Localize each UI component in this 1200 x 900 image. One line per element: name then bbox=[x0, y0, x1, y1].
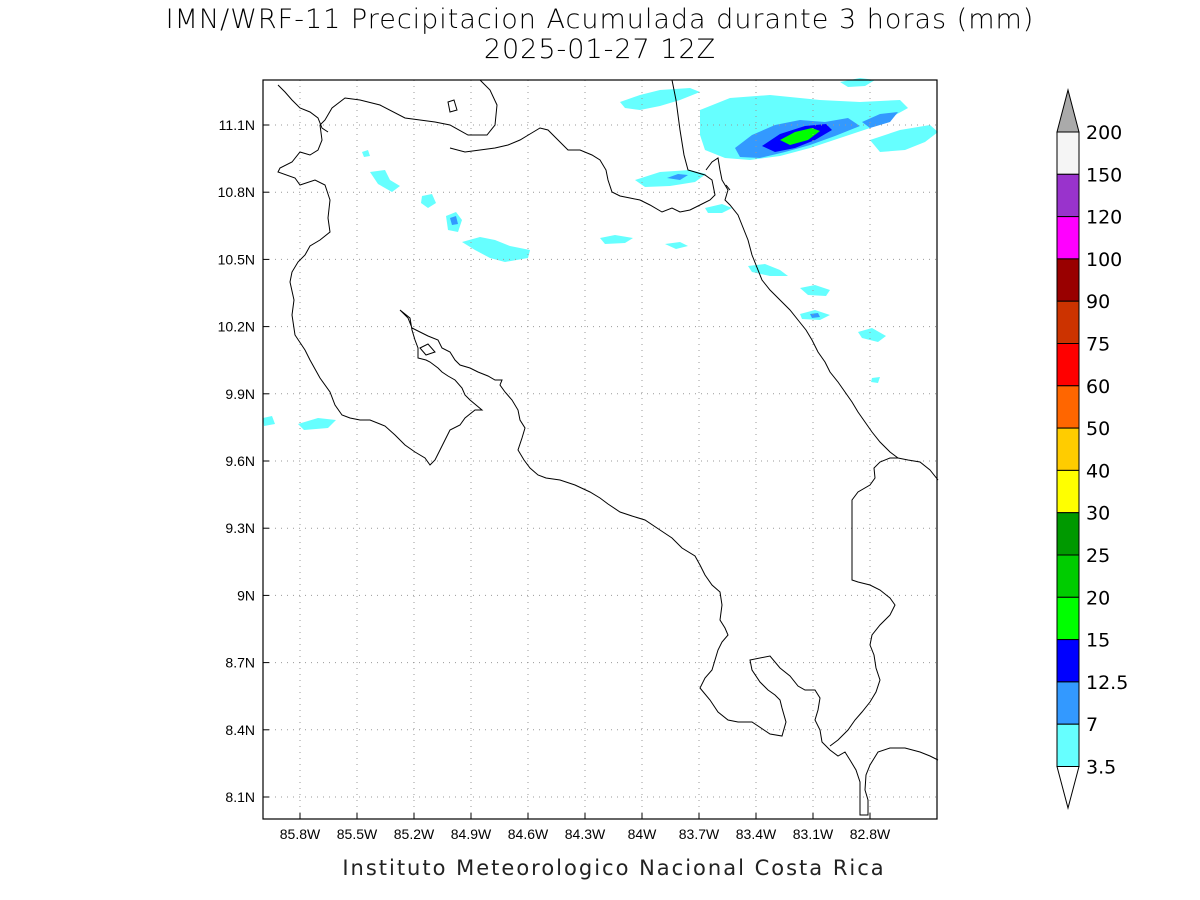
lon-tick-label: 85.8W bbox=[280, 826, 321, 842]
map-grid bbox=[263, 80, 937, 819]
precip-patch bbox=[667, 174, 688, 180]
lat-tick-label: 9.3N bbox=[225, 520, 255, 536]
colorbar: 200 150 120 100 90 75 60 50 40 30 25 20 15 12.5 7 3.5 bbox=[1056, 88, 1128, 810]
colorbar-segment bbox=[1056, 723, 1080, 768]
precip-patch bbox=[780, 128, 820, 145]
colorbar-segment bbox=[1056, 173, 1080, 218]
gulf-island bbox=[419, 343, 436, 356]
colorbar-segment bbox=[1056, 512, 1080, 556]
precip-patch bbox=[665, 242, 688, 249]
lon-tick-label: 83.1W bbox=[793, 826, 834, 842]
precip-patch bbox=[362, 150, 370, 157]
map-date-title: 2025-01-27 12Z bbox=[483, 34, 717, 65]
lon-tick-label: 85.5W bbox=[337, 826, 378, 842]
colorbar-label: 7 bbox=[1086, 714, 1098, 736]
colorbar-label: 15 bbox=[1086, 630, 1110, 652]
precip-patch bbox=[800, 285, 830, 296]
precip-patch bbox=[871, 377, 880, 383]
colorbar-segment bbox=[1056, 681, 1080, 725]
colorbar-bottom-arrow bbox=[1056, 766, 1080, 810]
colorbar-segment bbox=[1056, 639, 1080, 683]
caribbean-coast bbox=[449, 79, 716, 213]
precip-patch bbox=[298, 418, 336, 430]
nw-coast bbox=[277, 84, 329, 133]
colorbar-segment bbox=[1056, 216, 1080, 260]
lat-tick-label: 9N bbox=[237, 587, 255, 603]
colorbar-segment bbox=[1056, 131, 1080, 175]
colorbar-segment bbox=[1056, 554, 1080, 598]
colorbar-label: 12.5 bbox=[1086, 672, 1128, 694]
colorbar-label: 75 bbox=[1086, 334, 1110, 356]
precip-patch bbox=[840, 78, 875, 87]
precip-patch bbox=[600, 235, 633, 244]
footer-credit: Instituto Meteorologico Nacional Costa R… bbox=[342, 856, 886, 880]
colorbar-label: 90 bbox=[1086, 291, 1110, 313]
precip-patch bbox=[620, 88, 700, 110]
lat-tick-label: 10.8N bbox=[218, 184, 255, 200]
precip-patch bbox=[370, 170, 400, 192]
lon-tick-label: 83.4W bbox=[736, 826, 777, 842]
lat-tick-label: 8.4N bbox=[225, 722, 255, 738]
precipitation-layer bbox=[263, 78, 938, 430]
lake-nicaragua-shore bbox=[277, 79, 939, 816]
colorbar-label: 40 bbox=[1086, 460, 1110, 482]
colorbar-segment bbox=[1056, 469, 1080, 514]
map-title: IMN/WRF-11 Precipitacion Acumulada duran… bbox=[165, 4, 1035, 35]
island-outline bbox=[447, 99, 458, 113]
colorbar-label: 30 bbox=[1086, 503, 1110, 525]
map-frame bbox=[262, 79, 938, 820]
lon-tick-label: 85.2W bbox=[394, 826, 435, 842]
lat-tick-label: 10.2N bbox=[218, 319, 255, 335]
colorbar-label: 150 bbox=[1086, 164, 1122, 186]
colorbar-segment bbox=[1056, 427, 1080, 471]
lon-tick-label: 82.8W bbox=[850, 826, 891, 842]
lon-tick-label: 84.3W bbox=[565, 826, 606, 842]
precip-patch bbox=[858, 328, 886, 342]
precip-patch bbox=[870, 125, 938, 152]
lat-tick-label: 10.5N bbox=[218, 251, 255, 267]
precip-patch bbox=[748, 264, 788, 276]
precip-patch bbox=[263, 416, 275, 426]
lon-tick-label: 83.7W bbox=[679, 826, 720, 842]
precip-patch bbox=[421, 194, 436, 208]
colorbar-segment bbox=[1056, 300, 1080, 345]
latitude-ticks: 8.1N 8.4N 8.7N 9N 9.3N 9.6N 9.9N 10.2N 10.5N 10.8… bbox=[218, 117, 269, 805]
precip-patch bbox=[462, 237, 530, 262]
lon-tick-label: 84.9W bbox=[451, 826, 492, 842]
lat-tick-label: 11.1N bbox=[219, 117, 255, 133]
lon-tick-label: 84.6W bbox=[508, 826, 549, 842]
lon-tick-label: 84W bbox=[628, 826, 658, 842]
colorbar-label: 50 bbox=[1086, 418, 1110, 440]
precip-patch bbox=[450, 216, 458, 225]
lat-tick-label: 9.9N bbox=[225, 386, 255, 402]
panama-border bbox=[829, 457, 939, 747]
colorbar-label: 120 bbox=[1086, 207, 1122, 229]
colorbar-label: 200 bbox=[1086, 122, 1122, 144]
colorbar-segment bbox=[1056, 385, 1080, 429]
colorbar-segment bbox=[1056, 596, 1080, 641]
colorbar-label: 20 bbox=[1086, 587, 1110, 609]
colorbar-segment bbox=[1056, 343, 1080, 387]
lat-tick-label: 8.1N bbox=[225, 789, 255, 805]
colorbar-top-arrow bbox=[1056, 88, 1080, 133]
colorbar-label: 3.5 bbox=[1086, 757, 1116, 779]
colorbar-label: 25 bbox=[1086, 545, 1110, 567]
lat-tick-label: 9.6N bbox=[225, 453, 255, 469]
river-san-juan bbox=[705, 157, 899, 459]
lat-tick-label: 8.7N bbox=[225, 655, 255, 671]
longitude-ticks: 85.8W 85.5W 85.2W 84.9W 84.6W 84.3W 84W 83.7W 83… bbox=[280, 813, 891, 842]
coastline-layer bbox=[277, 79, 939, 816]
colorbar-label: 100 bbox=[1086, 249, 1122, 271]
precip-patch bbox=[862, 112, 898, 128]
precip-patch bbox=[705, 204, 732, 213]
colorbar-segment bbox=[1056, 258, 1080, 302]
colorbar-label: 60 bbox=[1086, 376, 1110, 398]
coast-tick bbox=[725, 184, 731, 191]
